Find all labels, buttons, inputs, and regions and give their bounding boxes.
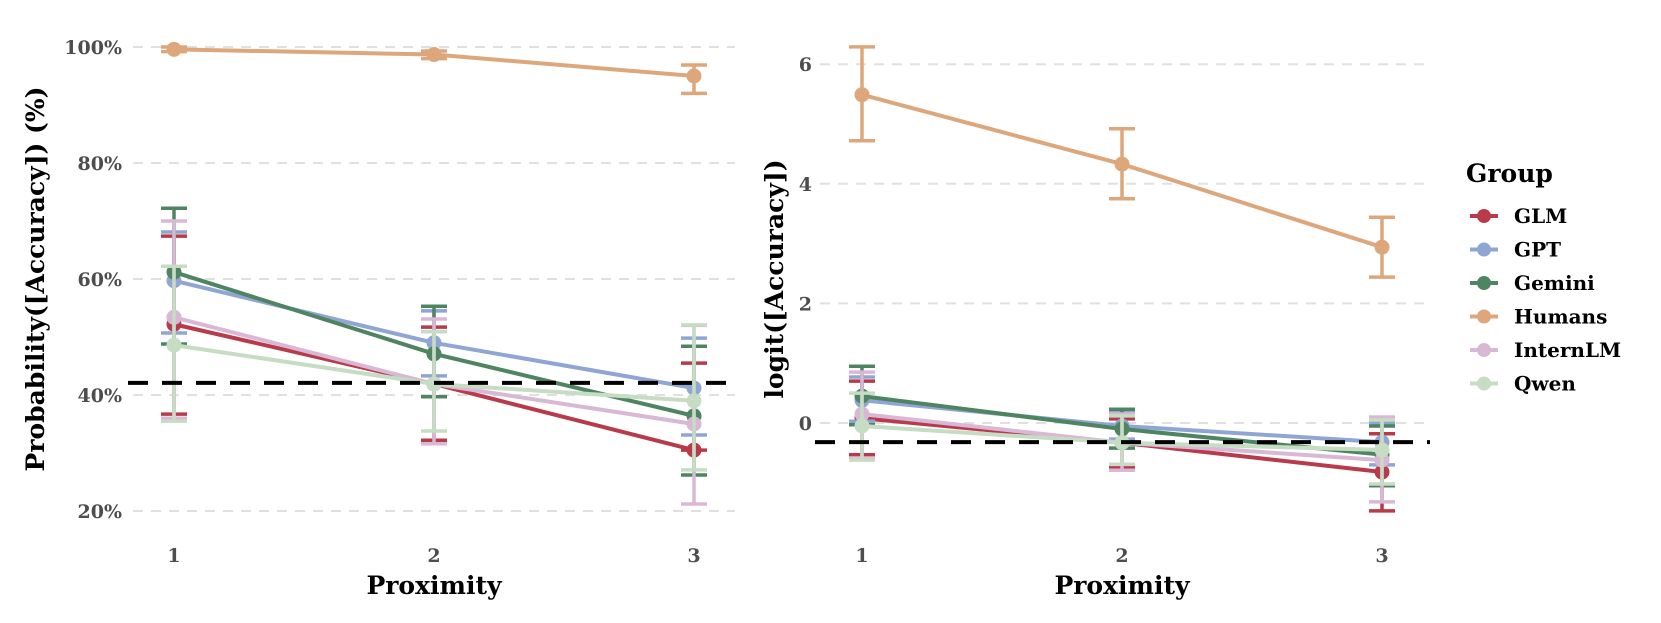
x-tick-label: 1 [855,545,868,567]
x-tick-label: 2 [1115,545,1128,567]
legend-label: Gemini [1514,271,1595,295]
y-tick-label: 60% [78,269,123,291]
legend-label: Humans [1514,305,1607,329]
legend: Group GLM GPT Gemini Humans InternLM Qwen [1466,159,1621,396]
legend-marker-icon [1477,309,1491,324]
legend-title: Group [1466,159,1553,188]
x-axis-title: Proximity [1054,571,1191,600]
data-point [854,87,870,103]
legend-marker-icon [1477,343,1491,357]
data-point [1114,156,1130,172]
legend-marker-icon [1477,209,1491,223]
y-tick-label: 4 [799,174,812,196]
legend-item-glm: GLM [1470,204,1567,228]
legend-marker-icon [1477,242,1491,257]
panel-probability: 20% 40% 60% 80% 100% 1 2 3 Proximity Probability(… [21,37,740,600]
series-humans [849,45,1395,279]
x-tick-label: 3 [1375,545,1388,567]
y-axis-title: Probability([Accuracy]) (%) [21,87,50,472]
y-tick-label: 6 [799,54,812,76]
legend-label: GPT [1514,238,1561,262]
y-tick-label: 40% [78,385,123,407]
series-humans [161,41,707,96]
legend-label: Qwen [1514,372,1576,396]
legend-item-humans: Humans [1470,305,1607,329]
data-point [166,41,182,57]
y-tick-label: 0 [799,413,812,435]
data-point [686,393,702,409]
x-tick-label: 3 [687,545,700,567]
x-axis-title: Proximity [366,571,503,600]
legend-marker-icon [1477,276,1491,290]
legend-label: GLM [1514,204,1567,228]
legend-item-internlm: InternLM [1470,338,1621,362]
data-point [166,337,182,353]
legend-marker-icon [1477,376,1491,391]
y-axis-title: logit([Accuracy]) [760,159,789,398]
data-point [1374,239,1390,255]
y-tick-label: 80% [78,153,123,175]
y-tick-label: 20% [78,501,123,523]
data-point [426,47,442,63]
legend-item-qwen: Qwen [1470,372,1576,396]
x-tick-label: 2 [427,545,440,567]
legend-item-gpt: GPT [1470,238,1561,262]
data-point [1374,442,1390,458]
y-tick-label: 100% [64,37,122,59]
panel-logit: 0 2 4 6 1 2 3 Proximity logit([Accuracy]) [760,45,1430,600]
data-point [854,418,870,434]
data-point [686,68,702,84]
legend-label: InternLM [1514,338,1621,362]
x-tick-label: 1 [167,545,180,567]
legend-item-gemini: Gemini [1470,271,1595,295]
y-tick-label: 2 [799,293,812,315]
